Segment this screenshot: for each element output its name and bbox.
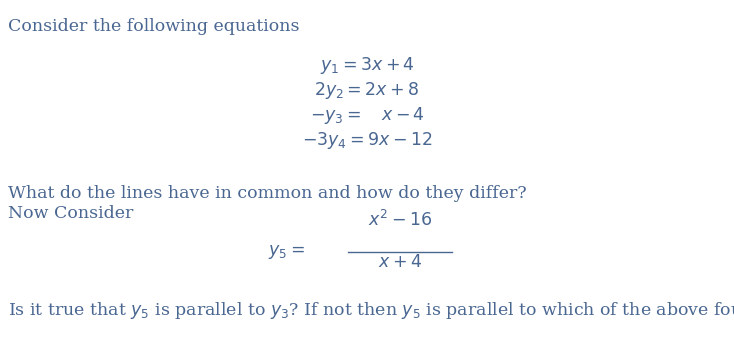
Text: $-y_3 = \quad x - 4$: $-y_3 = \quad x - 4$ xyxy=(310,105,424,126)
Text: Consider the following equations: Consider the following equations xyxy=(8,18,299,35)
Text: Now Consider: Now Consider xyxy=(8,205,134,222)
Text: What do the lines have in common and how do they differ?: What do the lines have in common and how… xyxy=(8,185,526,202)
Text: $x^2 - 16$: $x^2 - 16$ xyxy=(368,210,432,230)
Text: $x + 4$: $x + 4$ xyxy=(378,254,422,271)
Text: $y_5 =$: $y_5 =$ xyxy=(268,243,305,261)
Text: Is it true that $y_5$ is parallel to $y_3$? If not then $y_5$ is parallel to whi: Is it true that $y_5$ is parallel to $y_… xyxy=(8,300,734,321)
Text: $y_1 = 3x + 4$: $y_1 = 3x + 4$ xyxy=(319,55,415,76)
Text: $-3y_4 = 9x - 12$: $-3y_4 = 9x - 12$ xyxy=(302,130,432,151)
Text: $2y_2 = 2x + 8$: $2y_2 = 2x + 8$ xyxy=(314,80,420,101)
